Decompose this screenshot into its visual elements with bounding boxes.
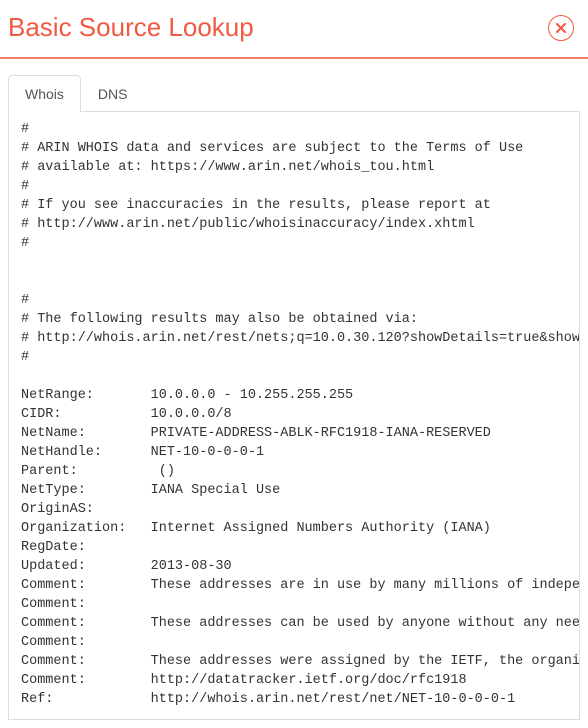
tabs-container: Whois DNS [0,59,588,112]
tab-dns[interactable]: DNS [81,75,145,112]
tab-list: Whois DNS [8,75,580,112]
tab-whois[interactable]: Whois [8,75,81,112]
close-icon [556,23,566,33]
whois-output: # # ARIN WHOIS data and services are sub… [8,112,580,720]
close-button[interactable] [548,15,574,41]
dialog-header: Basic Source Lookup [0,0,588,59]
dialog-title: Basic Source Lookup [8,12,254,43]
